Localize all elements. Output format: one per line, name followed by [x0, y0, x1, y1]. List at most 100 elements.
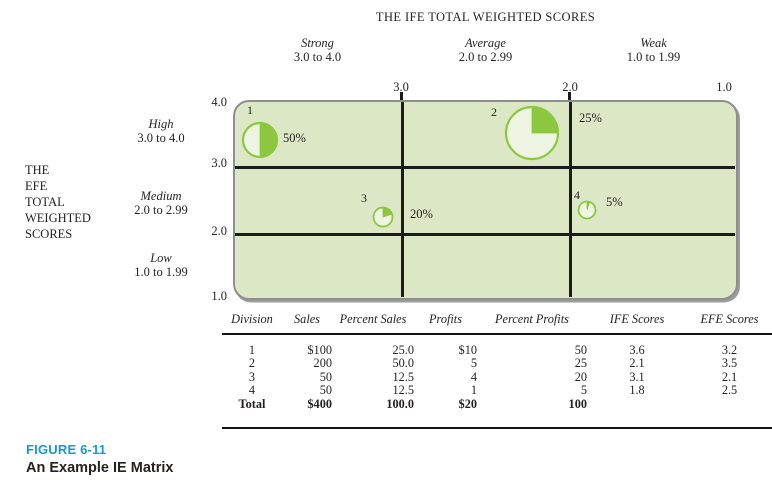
col-header-profits: Profits — [428, 312, 463, 326]
col-header-division: Division — [231, 312, 273, 326]
table-cell: 2 — [248, 356, 256, 371]
table-cell: 4 — [248, 383, 256, 398]
division-number-3: 3 — [361, 191, 367, 205]
top-axis-label-2: 2.0 — [562, 80, 578, 94]
top-axis-tick — [568, 92, 571, 100]
grid-line-horizontal — [235, 232, 735, 236]
col-header-percent-profits: Percent Profits — [495, 312, 569, 326]
table-cell: 12.5 — [392, 383, 414, 398]
efe-axis-title-line: TOTAL — [25, 195, 65, 209]
table-cell: 50 — [574, 343, 587, 357]
row-header-medium: Medium 2.0 to 2.99 — [100, 189, 222, 217]
col-header-percent-sales: Percent Sales — [339, 312, 407, 326]
table-cell: 12.5 — [392, 369, 414, 384]
division-data-table: Division Sales Percent Sales Profits Per… — [222, 312, 772, 411]
table-cell: 1 — [470, 383, 477, 398]
row-range: 2.0 to 2.99 — [134, 203, 188, 217]
efe-axis-title-line: WEIGHTED — [25, 211, 91, 225]
column-label: Weak — [640, 36, 667, 50]
table-cell: 5 — [580, 383, 587, 398]
column-header-average: Average 2.0 to 2.99 — [401, 36, 570, 64]
column-range: 3.0 to 4.0 — [293, 50, 342, 64]
table-cell: 3 — [248, 369, 256, 384]
col-header-sales: Sales — [294, 312, 320, 326]
column-header-weak: Weak 1.0 to 1.99 — [569, 36, 738, 64]
efe-axis-title-line: SCORES — [25, 227, 73, 241]
table-cell: 1 — [248, 343, 256, 357]
table-cell: 20 — [574, 369, 587, 384]
figure-title: An Example IE Matrix — [26, 460, 174, 476]
row-label: High — [148, 117, 174, 131]
division-data-table-wrap: Division Sales Percent Sales Profits Per… — [222, 312, 772, 430]
column-label: Average — [465, 36, 506, 50]
left-axis-label-1: 1.0 — [211, 289, 227, 303]
grid-line-horizontal — [235, 166, 735, 169]
table-cell — [587, 398, 687, 411]
efe-axis-title: THE EFE TOTAL WEIGHTED SCORES — [25, 162, 91, 242]
table-cell: 50 — [319, 383, 332, 398]
col-header-efe-scores: EFE Scores — [700, 312, 759, 326]
division-percent-label-4: 5% — [606, 195, 623, 209]
grid-line-vertical — [400, 102, 404, 297]
grid-line-vertical — [569, 102, 572, 297]
division-percent-label-2: 25% — [579, 111, 602, 125]
top-axis-label-3: 3.0 — [393, 80, 409, 94]
table-cell: 50.0 — [392, 356, 414, 371]
table-row: 4 50 12.5 1 5 1.8 2.5 — [222, 383, 772, 398]
row-header-low: Low 1.0 to 1.99 — [100, 251, 222, 279]
row-label: Medium — [140, 189, 182, 203]
table-cell: $20 — [458, 396, 477, 411]
top-axis-label-1: 1.0 — [716, 80, 732, 94]
table-cell: 5 — [470, 356, 477, 371]
column-range: 2.0 to 2.99 — [458, 50, 513, 64]
table-cell: 3.5 — [721, 356, 738, 371]
table-cell: 200 — [313, 356, 332, 371]
table-cell: $400 — [307, 396, 332, 411]
table-cell: 1.8 — [629, 383, 645, 398]
table-cell: 25 — [574, 356, 587, 371]
left-axis-label-4: 4.0 — [211, 95, 227, 109]
top-axis-tick — [400, 92, 403, 100]
ie-matrix-grid — [233, 100, 738, 300]
division-number-2: 2 — [491, 105, 497, 119]
column-label: Strong — [301, 36, 334, 50]
division-number-1: 1 — [247, 103, 253, 117]
efe-axis-title-line: THE — [25, 163, 50, 177]
ife-axis-title: THE IFE TOTAL WEIGHTED SCORES — [375, 10, 596, 24]
efe-axis-title-line: EFE — [25, 179, 48, 193]
table-cell: 100.0 — [386, 396, 414, 411]
row-range: 3.0 to 4.0 — [137, 131, 185, 145]
table-row: 1 $100 25.0 $10 50 3.6 3.2 — [222, 334, 772, 357]
table-cell: 3.2 — [721, 343, 738, 357]
table-cell: 2.1 — [721, 369, 738, 384]
table-header-row: Division Sales Percent Sales Profits Per… — [222, 312, 772, 334]
row-header-high: High 3.0 to 4.0 — [100, 117, 222, 145]
table-cell: 2.5 — [721, 383, 738, 398]
table-cell: Total — [238, 396, 266, 411]
col-header-ife-scores: IFE Scores — [609, 312, 665, 326]
table-cell: $100 — [307, 343, 332, 357]
table-cell: 100 — [568, 396, 587, 411]
table-row: 3 50 12.5 4 20 3.1 2.1 — [222, 369, 772, 384]
table-cell — [687, 398, 772, 411]
column-header-strong: Strong 3.0 to 4.0 — [233, 36, 402, 64]
division-percent-label-1: 50% — [283, 131, 306, 145]
column-range: 1.0 to 1.99 — [626, 50, 681, 64]
table-cell: 4 — [470, 369, 477, 384]
division-number-4: 4 — [574, 188, 580, 202]
table-total-row: Total $400 100.0 $20 100 — [222, 396, 772, 411]
row-label: Low — [150, 251, 172, 265]
table-cell: 3.6 — [629, 343, 645, 357]
table-cell: 25.0 — [392, 343, 414, 357]
table-cell: 3.1 — [629, 369, 645, 384]
table-cell: $10 — [458, 343, 477, 357]
table-cell: 50 — [319, 369, 332, 384]
table-row: 2 200 50.0 5 25 2.1 3.5 — [222, 356, 772, 371]
division-percent-label-3: 20% — [410, 207, 433, 221]
row-range: 1.0 to 1.99 — [134, 265, 188, 279]
table-cell: 2.1 — [629, 356, 645, 371]
figure-number: FIGURE 6-11 — [26, 442, 107, 457]
left-axis-label-2: 2.0 — [211, 224, 227, 238]
left-axis-label-3: 3.0 — [211, 156, 227, 170]
